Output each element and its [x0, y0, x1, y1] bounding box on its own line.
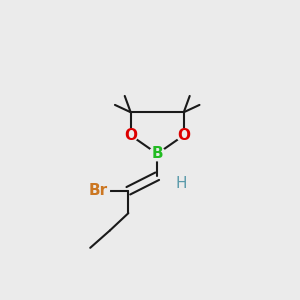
Text: O: O	[177, 128, 190, 143]
Ellipse shape	[149, 147, 165, 161]
Text: B: B	[152, 146, 163, 161]
Ellipse shape	[175, 178, 188, 190]
Text: O: O	[124, 128, 137, 143]
Text: Br: Br	[88, 183, 107, 198]
Text: H: H	[175, 176, 187, 191]
Ellipse shape	[124, 129, 138, 142]
Ellipse shape	[177, 129, 191, 142]
Ellipse shape	[86, 184, 110, 197]
